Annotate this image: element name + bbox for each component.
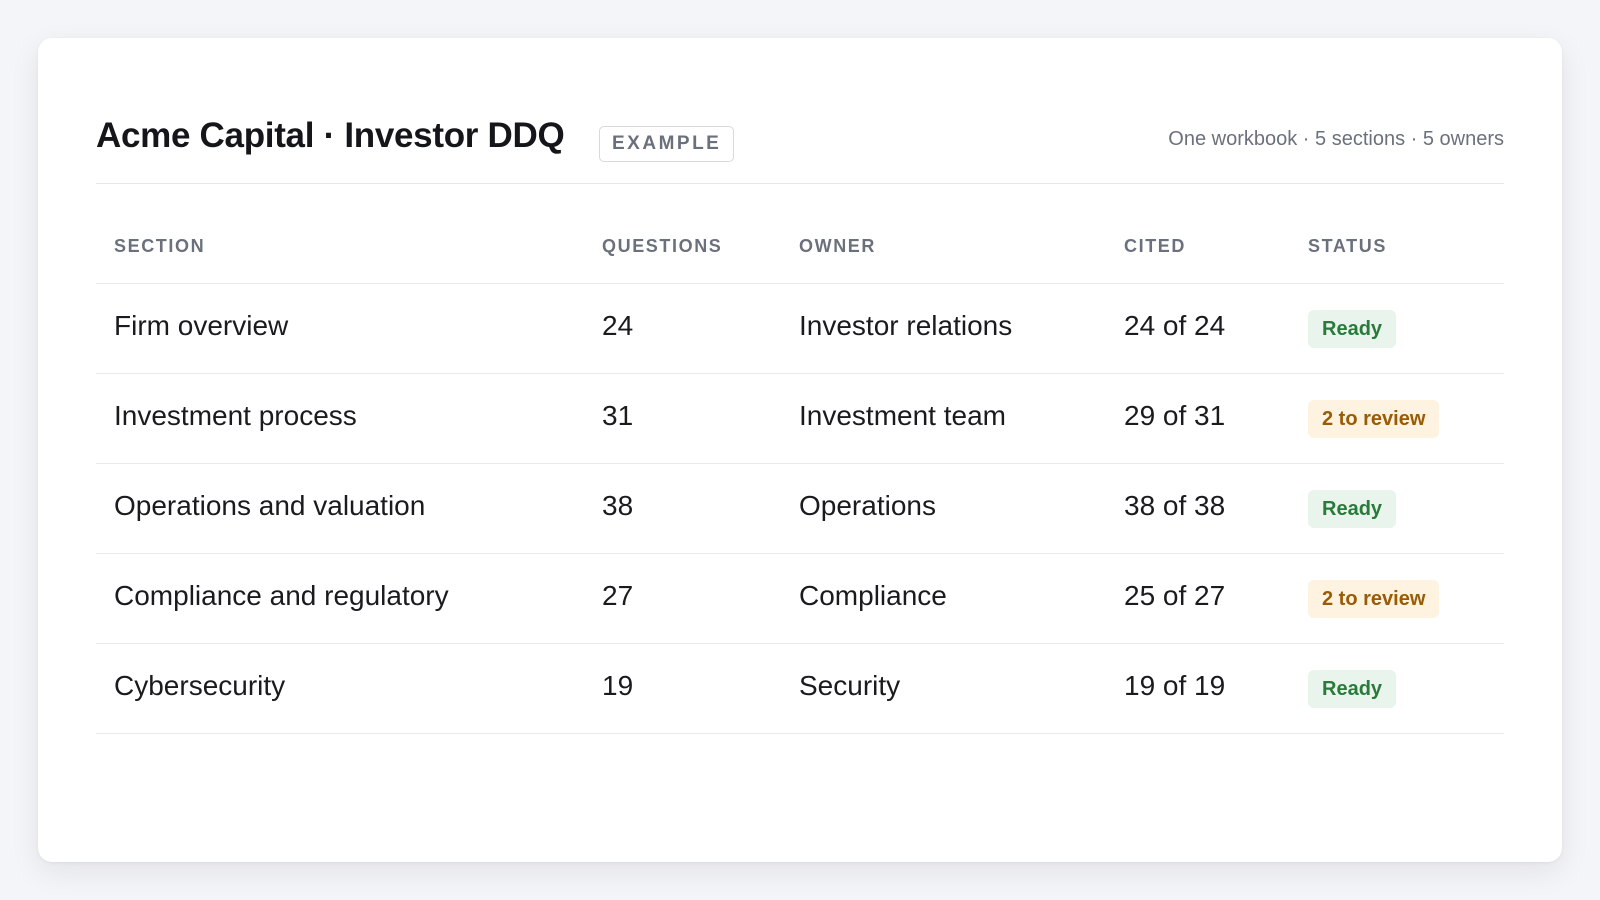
status-badge: Ready bbox=[1308, 310, 1397, 348]
table-row[interactable]: Firm overview 24 Investor relations 24 o… bbox=[96, 284, 1504, 374]
owner-cell: Investor relations bbox=[799, 310, 1013, 341]
column-header-cited[interactable]: CITED bbox=[1124, 236, 1186, 256]
card-header: Acme Capital · Investor DDQ EXAMPLE One … bbox=[96, 78, 1504, 184]
sections-table: SECTION QUESTIONS OWNER CITED STATUS Fir… bbox=[96, 184, 1504, 734]
table-row[interactable]: Operations and valuation 38 Operations 3… bbox=[96, 464, 1504, 554]
cited-cell: 19 of 19 bbox=[1124, 670, 1226, 701]
section-cell: Operations and valuation bbox=[114, 490, 426, 521]
questions-cell: 31 bbox=[602, 400, 634, 431]
section-cell: Cybersecurity bbox=[114, 670, 286, 701]
owner-cell: Security bbox=[799, 670, 901, 701]
section-cell: Investment process bbox=[114, 400, 357, 431]
cited-cell: 29 of 31 bbox=[1124, 400, 1226, 431]
cited-cell: 24 of 24 bbox=[1124, 310, 1226, 341]
section-cell: Firm overview bbox=[114, 310, 289, 341]
column-header-status[interactable]: STATUS bbox=[1308, 236, 1387, 256]
status-badge: 2 to review bbox=[1308, 400, 1440, 438]
cited-cell: 25 of 27 bbox=[1124, 580, 1226, 611]
table-header: SECTION QUESTIONS OWNER CITED STATUS bbox=[96, 184, 1504, 284]
questions-cell: 24 bbox=[602, 310, 634, 341]
example-badge: EXAMPLE bbox=[599, 126, 735, 162]
column-header-questions[interactable]: QUESTIONS bbox=[602, 236, 723, 256]
status-badge: Ready bbox=[1308, 670, 1397, 708]
table-row[interactable]: Cybersecurity 19 Security 19 of 19 Ready bbox=[96, 644, 1504, 734]
questions-cell: 38 bbox=[602, 490, 634, 521]
workbook-summary: One workbook · 5 sections · 5 owners bbox=[1168, 128, 1504, 150]
table-row[interactable]: Compliance and regulatory 27 Compliance … bbox=[96, 554, 1504, 644]
column-header-owner[interactable]: OWNER bbox=[799, 236, 876, 256]
questions-cell: 19 bbox=[602, 670, 634, 701]
status-badge: 2 to review bbox=[1308, 580, 1440, 618]
owner-cell: Compliance bbox=[799, 580, 947, 611]
ddq-card: Acme Capital · Investor DDQ EXAMPLE One … bbox=[38, 38, 1562, 862]
cited-cell: 38 of 38 bbox=[1124, 490, 1226, 521]
section-cell: Compliance and regulatory bbox=[114, 580, 449, 611]
page-title: Acme Capital · Investor DDQ bbox=[96, 116, 565, 155]
status-badge: Ready bbox=[1308, 490, 1397, 528]
owner-cell: Operations bbox=[799, 490, 936, 521]
column-header-section[interactable]: SECTION bbox=[114, 236, 206, 256]
questions-cell: 27 bbox=[602, 580, 634, 611]
owner-cell: Investment team bbox=[799, 400, 1006, 431]
table-row[interactable]: Investment process 31 Investment team 29… bbox=[96, 374, 1504, 464]
